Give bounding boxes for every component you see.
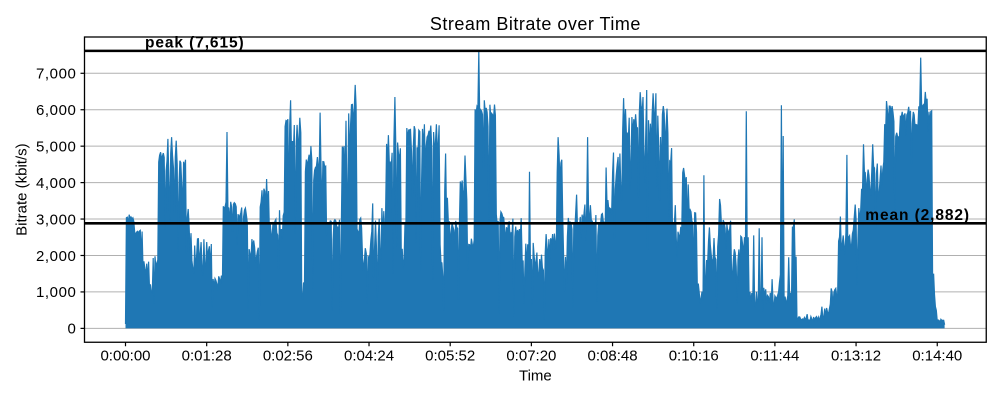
svg-text:2,000: 2,000 <box>36 248 77 265</box>
svg-text:4,000: 4,000 <box>36 175 77 192</box>
svg-text:7,000: 7,000 <box>36 66 77 83</box>
svg-text:0:14:40: 0:14:40 <box>912 348 962 365</box>
svg-text:peak (7,615): peak (7,615) <box>145 35 245 52</box>
svg-text:0:00:00: 0:00:00 <box>100 348 150 365</box>
svg-text:3,000: 3,000 <box>36 211 77 228</box>
svg-text:0:08:48: 0:08:48 <box>588 348 638 365</box>
svg-text:0:07:20: 0:07:20 <box>506 348 556 365</box>
svg-text:mean (2,882): mean (2,882) <box>865 207 970 224</box>
svg-text:Time: Time <box>519 368 552 385</box>
svg-text:0:02:56: 0:02:56 <box>263 348 313 365</box>
svg-text:6,000: 6,000 <box>36 102 77 119</box>
svg-text:0:05:52: 0:05:52 <box>425 348 475 365</box>
svg-text:0:11:44: 0:11:44 <box>750 348 799 365</box>
svg-text:0:04:24: 0:04:24 <box>344 348 394 365</box>
svg-text:0: 0 <box>68 321 77 338</box>
svg-text:1,000: 1,000 <box>36 284 77 301</box>
svg-text:Bitrate (kbit/s): Bitrate (kbit/s) <box>14 143 31 236</box>
svg-text:5,000: 5,000 <box>36 138 77 155</box>
svg-text:0:01:28: 0:01:28 <box>182 348 232 365</box>
svg-text:0:13:12: 0:13:12 <box>831 348 881 365</box>
svg-text:0:10:16: 0:10:16 <box>669 348 719 365</box>
svg-text:Stream Bitrate over Time: Stream Bitrate over Time <box>430 14 641 34</box>
